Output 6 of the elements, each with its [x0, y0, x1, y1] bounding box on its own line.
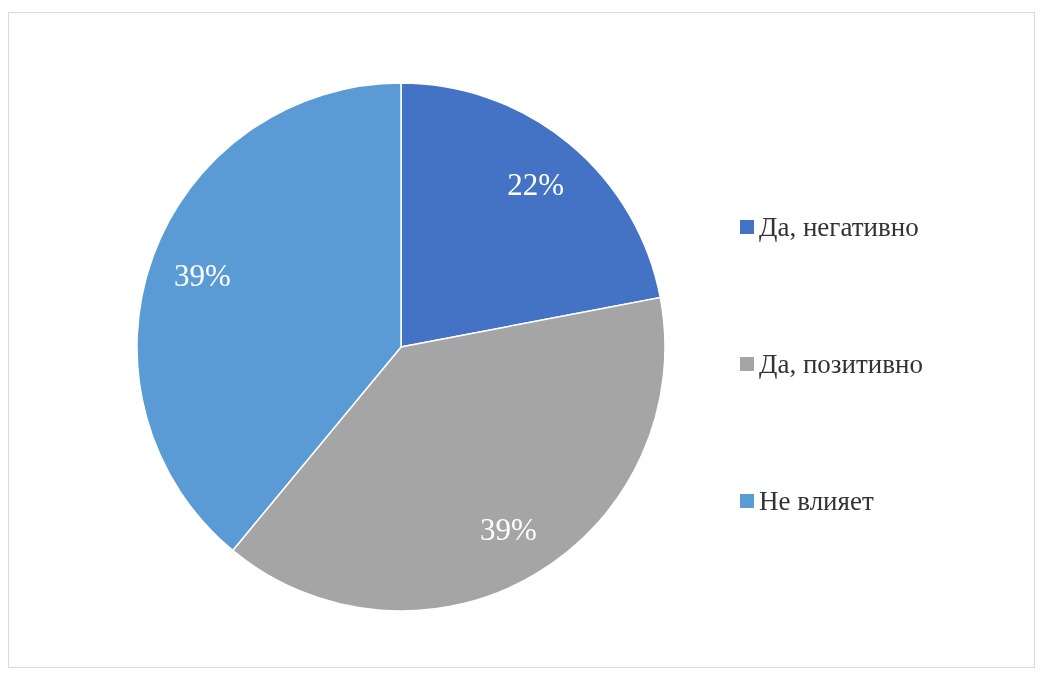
legend-label: Да, негативно	[759, 212, 919, 243]
legend-label: Да, позитивно	[759, 349, 923, 380]
data-label: 39%	[480, 511, 537, 547]
data-label: 39%	[173, 258, 231, 294]
data-label: 22%	[507, 167, 565, 203]
legend-label: Не влияет	[759, 486, 874, 517]
